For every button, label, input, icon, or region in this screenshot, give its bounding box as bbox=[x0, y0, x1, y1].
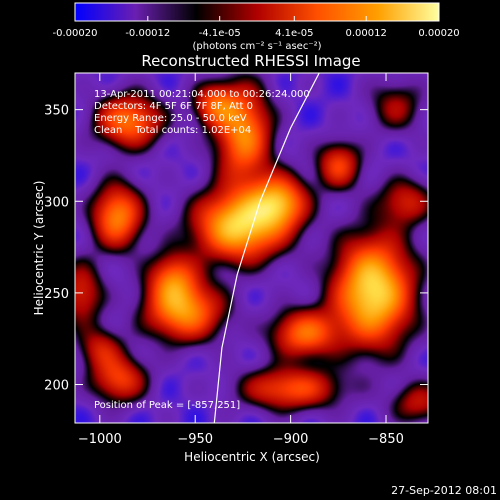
colorbar-tick-label: 0.00012 bbox=[346, 28, 387, 39]
annotation-detectors: Detectors: 4F 5F 6F 7F 8F, Att 0 bbox=[94, 101, 253, 112]
annotation-peak: Position of Peak = [-857,251] bbox=[94, 400, 240, 411]
colorbar-tick-label: 0.00020 bbox=[418, 28, 459, 39]
footer-timestamp: 27-Sep-2012 08:01 bbox=[391, 484, 497, 497]
colorbar-unit-label: (photons cm⁻² s⁻¹ asec⁻²) bbox=[192, 41, 321, 52]
colorbar-ticks: -0.00020 -0.00012 -4.1e-05 4.1e-05 0.00012 0.… bbox=[53, 16, 460, 39]
x-tick-label: −900 bbox=[273, 432, 309, 447]
x-tick-label: −1000 bbox=[78, 432, 122, 447]
annotation-clean: Clean Total counts: 1.02E+04 bbox=[94, 125, 251, 136]
y-tick-label: 250 bbox=[44, 287, 69, 302]
colorbar-tick-label: -0.00020 bbox=[53, 28, 98, 39]
x-axis-label: Heliocentric X (arcsec) bbox=[184, 450, 320, 464]
solar-limb-line bbox=[213, 73, 320, 423]
annotation-energy: Energy Range: 25.0 - 50.0 keV bbox=[94, 113, 247, 124]
heatmap-image bbox=[75, 73, 428, 423]
colorbar-tick-label: -4.1e-05 bbox=[199, 28, 241, 39]
x-tick-label: −950 bbox=[177, 432, 213, 447]
x-tick-label: −850 bbox=[368, 432, 404, 447]
y-axis-label: Heliocentric Y (arcsec) bbox=[32, 181, 46, 316]
chart-title: Reconstructed RHESSI Image bbox=[141, 52, 360, 70]
y-tick-label: 200 bbox=[44, 379, 69, 394]
x-axis-ticks: −1000 −950 −900 −850 bbox=[78, 73, 404, 447]
colorbar bbox=[74, 2, 440, 22]
annotation-time: 13-Apr-2011 00:21:04.000 to 00:26:24.000 bbox=[94, 89, 310, 100]
colorbar-tick-label: -0.00012 bbox=[125, 28, 170, 39]
y-axis-ticks: 200 250 300 350 bbox=[44, 104, 428, 394]
y-tick-label: 350 bbox=[44, 104, 69, 119]
y-tick-label: 300 bbox=[44, 195, 69, 210]
colorbar-tick-label: 4.1e-05 bbox=[275, 28, 313, 39]
plot-frame bbox=[74, 72, 429, 424]
